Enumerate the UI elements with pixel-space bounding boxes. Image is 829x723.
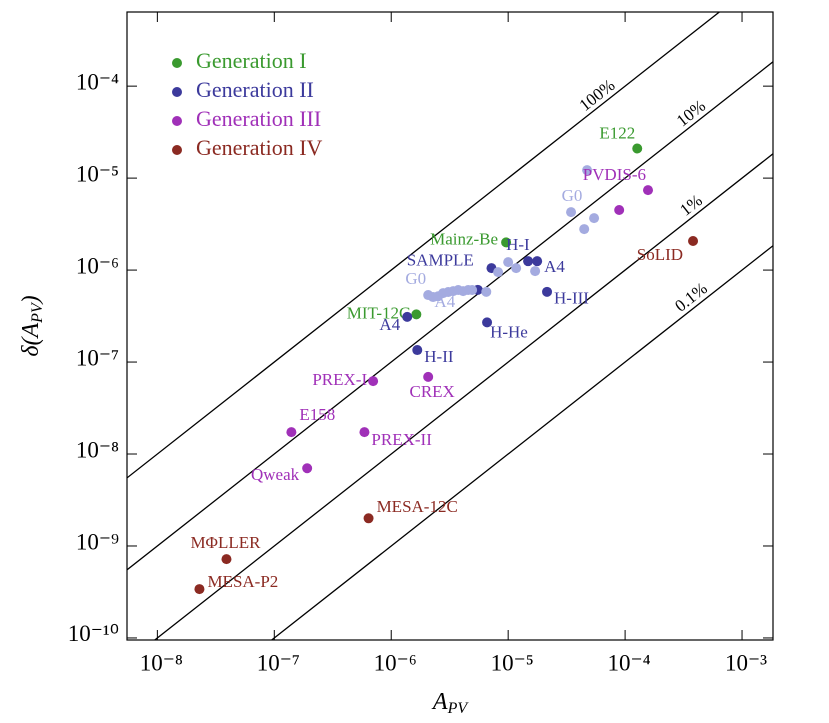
data-point xyxy=(467,285,478,296)
legend-label: Generation II xyxy=(196,77,314,102)
point-label: MESA-12C xyxy=(377,497,458,516)
data-point xyxy=(359,427,370,438)
x-tick-label: 10⁻⁸ xyxy=(140,650,183,675)
data-point xyxy=(411,309,422,320)
data-point xyxy=(503,257,514,268)
y-label-end: ) xyxy=(18,295,44,305)
x-tick-label: 10⁻³ xyxy=(725,650,767,675)
data-point xyxy=(614,205,625,216)
point-label: E158 xyxy=(299,405,335,424)
data-point xyxy=(530,266,541,277)
point-label: MIT-12C xyxy=(347,303,411,322)
plot-area xyxy=(127,12,773,640)
point-label: Qweak xyxy=(251,465,300,484)
data-point xyxy=(402,311,413,322)
point-label: SoLID xyxy=(637,245,683,264)
y-tick-label: 10⁻⁶ xyxy=(76,253,119,278)
legend-label: Generation III xyxy=(196,106,321,131)
data-point xyxy=(423,371,434,382)
point-label: H-III xyxy=(554,289,589,308)
point-label: MESA-P2 xyxy=(207,572,278,591)
y-tick-label: 10⁻⁴ xyxy=(76,69,119,94)
point-label: E122 xyxy=(599,123,635,142)
data-point xyxy=(688,236,699,247)
reference-line xyxy=(127,61,773,571)
data-point xyxy=(566,207,577,218)
point-label: PVDIS-6 xyxy=(583,165,646,184)
point-label: A4 xyxy=(434,292,455,311)
data-point xyxy=(493,267,504,278)
point-label: SAMPLE xyxy=(407,251,474,270)
y-label-main: δ(A xyxy=(18,323,44,357)
data-point xyxy=(412,345,423,356)
y-tick-label: 10⁻⁹ xyxy=(76,529,119,554)
data-point xyxy=(221,554,232,565)
reference-label: 10% xyxy=(673,96,709,130)
data-point xyxy=(481,286,492,297)
x-tick-label: 10⁻⁶ xyxy=(374,650,417,675)
data-point xyxy=(368,376,379,387)
x-label-sub: PV xyxy=(447,700,470,717)
y-tick-label: 10⁻⁷ xyxy=(76,345,119,370)
point-label: A4 xyxy=(379,315,400,334)
point-label: H-I xyxy=(506,235,530,254)
reference-line xyxy=(153,153,773,640)
x-tick-label: 10⁻⁷ xyxy=(257,650,300,675)
data-point xyxy=(632,143,643,154)
legend-label: Generation IV xyxy=(196,135,323,160)
point-label: PREX-I xyxy=(312,370,367,389)
point-label: CREX xyxy=(410,382,455,401)
data-point xyxy=(542,286,553,297)
legend-marker xyxy=(172,145,182,155)
x-label-main: A xyxy=(431,689,448,715)
point-label: H-II xyxy=(424,347,454,366)
point-label: MΦLLER xyxy=(190,533,261,552)
legend-marker xyxy=(172,58,182,68)
reference-line xyxy=(270,245,773,640)
point-label: PREX-II xyxy=(371,430,432,449)
data-point xyxy=(523,256,534,267)
data-point xyxy=(302,463,313,474)
point-label: Mainz-Be xyxy=(430,229,498,248)
x-tick-label: 10⁻⁴ xyxy=(608,650,651,675)
y-label-sub: PV xyxy=(29,301,46,324)
data-point xyxy=(511,263,522,274)
x-tick-label: 10⁻⁵ xyxy=(491,650,534,675)
data-point xyxy=(482,317,493,328)
data-point xyxy=(363,513,374,524)
data-point xyxy=(643,185,654,196)
point-label: H-He xyxy=(490,322,528,341)
data-point xyxy=(589,213,600,224)
plot-frame xyxy=(126,11,774,641)
legend-marker xyxy=(172,116,182,126)
point-label: A4 xyxy=(544,257,565,276)
data-point xyxy=(501,237,512,248)
reference-line xyxy=(127,12,721,479)
data-point xyxy=(532,256,543,267)
legend-label: Generation I xyxy=(196,48,307,73)
y-tick-label: 10⁻⁸ xyxy=(76,437,119,462)
data-point xyxy=(582,165,593,176)
data-point xyxy=(286,427,297,438)
legend-marker xyxy=(172,87,182,97)
data-point xyxy=(579,224,590,235)
y-axis-label: δ(APV) xyxy=(18,295,46,356)
reference-label: 1% xyxy=(676,191,706,220)
y-tick-label: 10⁻¹⁰ xyxy=(68,621,119,646)
x-axis-label: APV xyxy=(431,689,469,717)
point-label: G0 xyxy=(405,269,426,288)
y-tick-label: 10⁻⁵ xyxy=(76,161,119,186)
point-label: G0 xyxy=(562,186,583,205)
data-point xyxy=(194,584,205,595)
